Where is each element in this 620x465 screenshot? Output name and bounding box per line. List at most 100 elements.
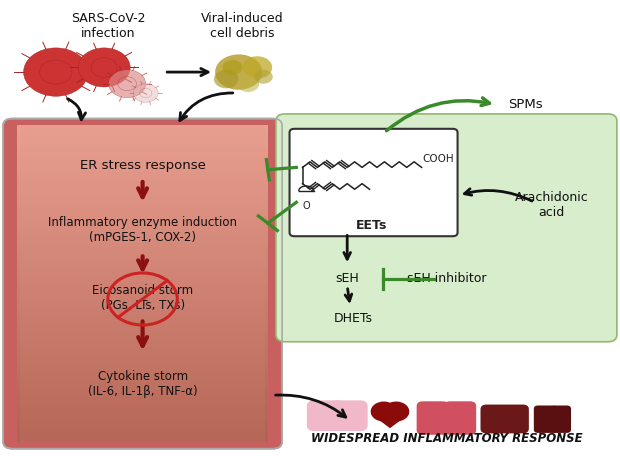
FancyBboxPatch shape: [276, 114, 617, 342]
Bar: [20, 263, 265, 268]
FancyBboxPatch shape: [290, 129, 458, 236]
Bar: [17, 398, 268, 402]
Circle shape: [371, 402, 396, 421]
Circle shape: [133, 84, 158, 102]
Bar: [20, 354, 265, 359]
Bar: [17, 184, 268, 189]
Bar: [20, 421, 265, 426]
Text: Arachidonic
acid: Arachidonic acid: [515, 191, 588, 219]
Bar: [20, 275, 265, 279]
Bar: [20, 271, 265, 276]
Bar: [20, 164, 265, 169]
Text: Inflammatory enzyme induction
(mPGES-1, COX-2): Inflammatory enzyme induction (mPGES-1, …: [48, 216, 237, 244]
Bar: [17, 228, 268, 232]
Bar: [20, 302, 265, 307]
Bar: [17, 402, 268, 406]
Bar: [17, 414, 268, 418]
Bar: [17, 149, 268, 153]
Bar: [17, 342, 268, 347]
Bar: [20, 137, 265, 141]
Bar: [20, 350, 265, 355]
Text: SPMs: SPMs: [508, 98, 543, 111]
Bar: [20, 259, 265, 264]
Bar: [20, 306, 265, 312]
Bar: [20, 401, 265, 406]
Text: Eicosanoid storm
(PGs, LTs, TXs): Eicosanoid storm (PGs, LTs, TXs): [92, 284, 193, 312]
Bar: [20, 370, 265, 374]
Bar: [20, 243, 265, 248]
Bar: [17, 259, 268, 264]
Bar: [20, 219, 265, 224]
Text: WIDESPREAD INFLAMMATORY RESPONSE: WIDESPREAD INFLAMMATORY RESPONSE: [311, 432, 582, 445]
Bar: [20, 251, 265, 256]
Bar: [20, 224, 265, 228]
Circle shape: [214, 70, 239, 88]
Bar: [20, 168, 265, 173]
Bar: [17, 204, 268, 208]
Bar: [17, 326, 268, 331]
Bar: [20, 267, 265, 272]
Bar: [20, 429, 265, 434]
Bar: [17, 224, 268, 228]
Bar: [17, 267, 268, 272]
Bar: [20, 235, 265, 240]
Bar: [17, 283, 268, 287]
Bar: [20, 393, 265, 398]
Bar: [20, 385, 265, 390]
Bar: [20, 133, 265, 138]
Bar: [17, 216, 268, 220]
Bar: [20, 409, 265, 414]
Bar: [20, 279, 265, 284]
Bar: [17, 362, 268, 366]
Bar: [17, 291, 268, 296]
Bar: [20, 362, 265, 366]
Bar: [17, 370, 268, 375]
Bar: [20, 286, 265, 292]
Circle shape: [215, 54, 262, 90]
Bar: [17, 358, 268, 363]
FancyBboxPatch shape: [307, 400, 345, 431]
Bar: [17, 161, 268, 165]
Bar: [20, 125, 265, 129]
Bar: [20, 216, 265, 220]
Bar: [20, 212, 265, 216]
Bar: [17, 339, 268, 343]
Bar: [20, 397, 265, 402]
Bar: [17, 177, 268, 181]
Text: ER stress response: ER stress response: [79, 159, 206, 172]
Bar: [20, 311, 265, 315]
Bar: [17, 141, 268, 145]
Bar: [20, 338, 265, 343]
FancyBboxPatch shape: [417, 401, 449, 435]
Bar: [17, 247, 268, 252]
Circle shape: [384, 402, 409, 421]
Bar: [20, 148, 265, 153]
Bar: [20, 192, 265, 197]
Bar: [17, 173, 268, 177]
Bar: [17, 137, 268, 141]
Bar: [17, 169, 268, 173]
Circle shape: [108, 70, 146, 98]
Bar: [17, 351, 268, 355]
Bar: [17, 299, 268, 304]
Bar: [17, 418, 268, 422]
Bar: [17, 430, 268, 434]
Bar: [20, 239, 265, 244]
Bar: [17, 346, 268, 351]
Bar: [17, 307, 268, 312]
Bar: [17, 272, 268, 276]
Bar: [20, 128, 265, 133]
Bar: [20, 358, 265, 363]
Bar: [17, 196, 268, 201]
Bar: [20, 188, 265, 193]
Text: sEH inhibitor: sEH inhibitor: [407, 272, 486, 286]
Bar: [17, 180, 268, 185]
Bar: [20, 314, 265, 319]
Bar: [17, 275, 268, 280]
Text: Cytokine storm
(IL-6, IL-1β, TNF-α): Cytokine storm (IL-6, IL-1β, TNF-α): [88, 370, 197, 398]
Bar: [20, 295, 265, 299]
Bar: [17, 212, 268, 216]
Bar: [20, 326, 265, 331]
Bar: [17, 256, 268, 260]
Bar: [20, 176, 265, 181]
